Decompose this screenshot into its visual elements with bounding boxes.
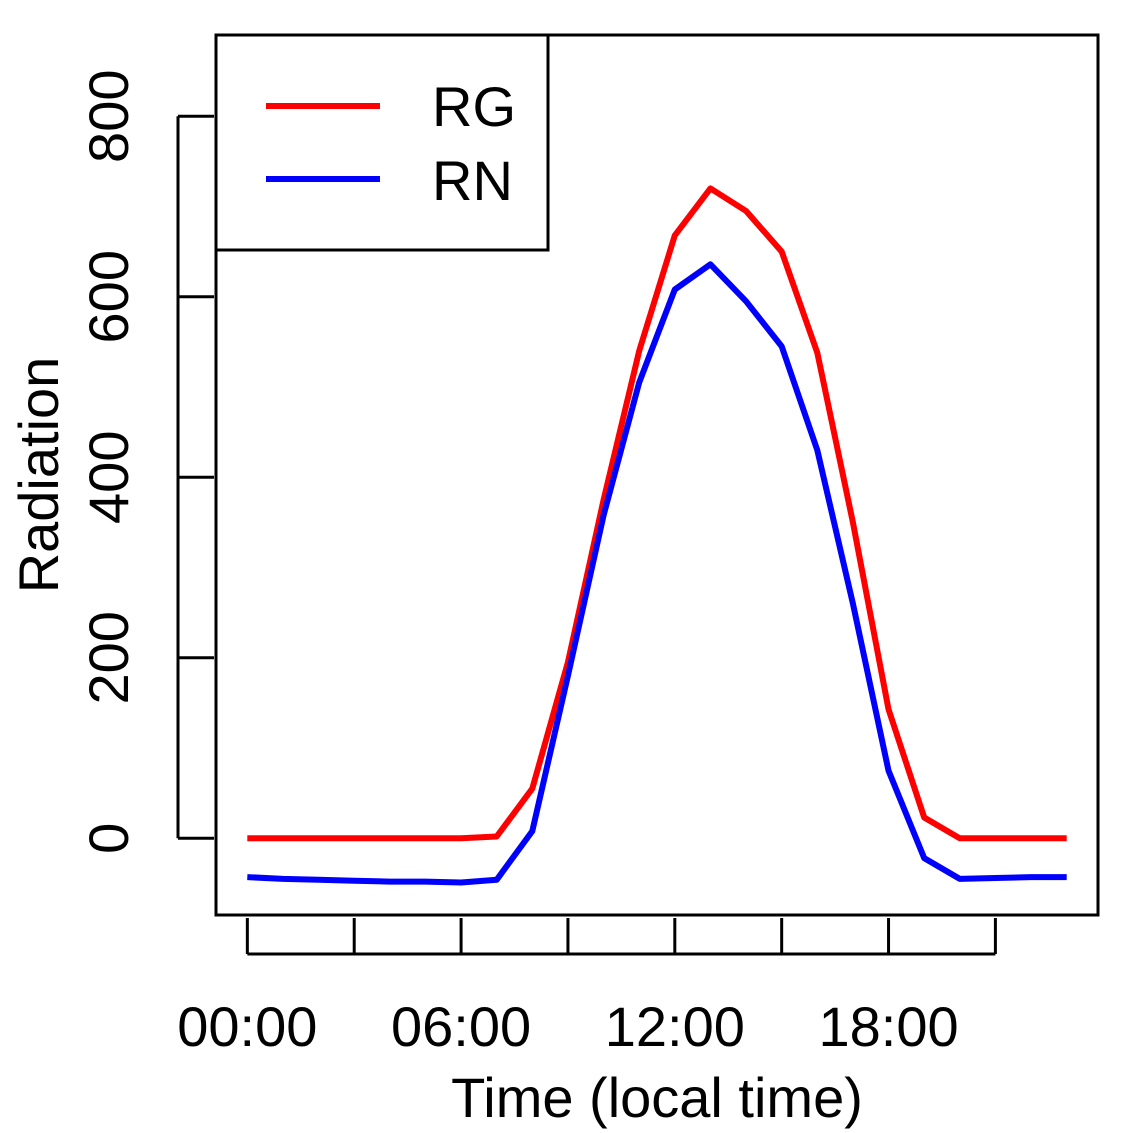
y-tick-label-600: 600 xyxy=(77,250,140,343)
x-tick-label-06-00: 06:00 xyxy=(391,995,531,1058)
x-axis-ticks: 00:00 06:00 12:00 18:00 xyxy=(177,918,997,1058)
y-tick-label-200: 200 xyxy=(77,611,140,704)
y-axis-title: Radiation xyxy=(7,357,70,594)
plot-frame xyxy=(214,33,1100,917)
x-tick-label-18-00: 18:00 xyxy=(818,995,958,1058)
y-tick-label-0: 0 xyxy=(77,823,140,854)
series-line-rg xyxy=(247,185,1067,842)
series-line-rn xyxy=(247,261,1067,886)
series-lines xyxy=(247,185,1067,886)
legend-label-rg: RG xyxy=(432,75,516,138)
x-tick-label-00-00: 00:00 xyxy=(177,995,317,1058)
legend-box xyxy=(214,33,550,252)
legend: RG RN xyxy=(214,33,550,252)
x-tick-label-12-00: 12:00 xyxy=(605,995,745,1058)
y-tick-label-400: 400 xyxy=(77,431,140,524)
y-tick-label-800: 800 xyxy=(77,70,140,163)
x-axis-title: Time (local time) xyxy=(451,1066,863,1129)
y-axis-ticks: 0 200 400 600 800 xyxy=(77,70,214,854)
legend-label-rn: RN xyxy=(432,149,513,212)
